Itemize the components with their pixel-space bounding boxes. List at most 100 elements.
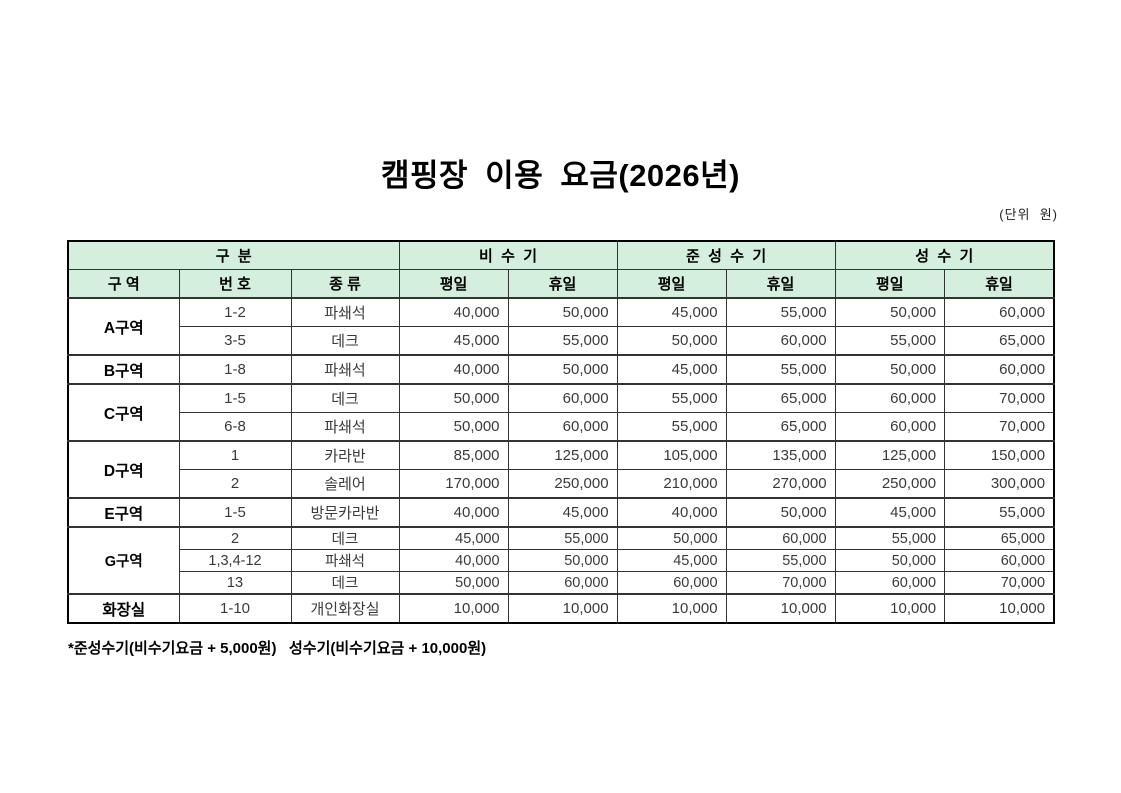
- price-cell: 55,000: [616, 412, 727, 442]
- price-cell: 10,000: [725, 593, 836, 624]
- site-no-cell: 1: [178, 440, 292, 470]
- col-header-weekday-semi: 평일: [616, 269, 727, 299]
- site-type-cell: 방문카라반: [290, 497, 400, 528]
- price-cell: 45,000: [616, 354, 727, 385]
- price-cell: 55,000: [725, 549, 836, 572]
- price-cell: 60,000: [834, 383, 946, 413]
- zone-cell-a: A구역: [67, 297, 180, 356]
- price-cell: 50,000: [834, 354, 946, 385]
- header-group-category: 구 분: [67, 240, 400, 270]
- price-cell: 150,000: [944, 440, 1055, 470]
- table-row: E구역 1-5 방문카라반 40,000 45,000 40,000 50,00…: [67, 497, 1055, 528]
- site-type-cell: 파쇄석: [290, 549, 400, 572]
- price-cell: 45,000: [398, 326, 509, 356]
- col-header-holiday-peak: 휴일: [944, 269, 1055, 299]
- price-cell: 60,000: [944, 297, 1055, 327]
- zone-cell-restroom: 화장실: [67, 593, 180, 624]
- price-cell: 85,000: [398, 440, 509, 470]
- site-no-cell: 2: [178, 526, 292, 550]
- site-no-cell: 1-5: [178, 383, 292, 413]
- col-header-zone: 구 역: [67, 269, 180, 299]
- site-type-cell: 데크: [290, 383, 400, 413]
- site-type-cell: 카라반: [290, 440, 400, 470]
- price-cell: 10,000: [834, 593, 946, 624]
- price-cell: 250,000: [507, 469, 618, 499]
- footnote: *준성수기(비수기요금 + 5,000원) 성수기(비수기요금 + 10,000…: [68, 640, 487, 657]
- price-cell: 50,000: [507, 354, 618, 385]
- site-type-cell: 파쇄석: [290, 412, 400, 442]
- price-cell: 45,000: [834, 497, 946, 528]
- site-no-cell: 1-5: [178, 497, 292, 528]
- page-title: 캠핑장 이용 요금(2026년): [381, 158, 740, 193]
- header-group-offseason: 비 수 기: [398, 240, 618, 270]
- col-header-number: 번 호: [178, 269, 292, 299]
- price-cell: 300,000: [944, 469, 1055, 499]
- header-group-row: 구 분 비 수 기 준 성 수 기 성 수 기: [67, 240, 1055, 270]
- table-row: 화장실 1-10 개인화장실 10,000 10,000 10,000 10,0…: [67, 593, 1055, 624]
- price-cell: 70,000: [944, 412, 1055, 442]
- table-row: G구역 2 데크 45,000 55,000 50,000 60,000 55,…: [67, 526, 1055, 595]
- table-row: 6-8 파쇄석 50,000 60,000 55,000 65,000 60,0…: [68, 412, 1055, 442]
- price-cell: 60,000: [834, 571, 946, 595]
- price-cell: 50,000: [616, 326, 727, 356]
- zone-cell-g: G구역: [67, 526, 180, 595]
- price-cell: 60,000: [507, 383, 618, 413]
- price-cell: 70,000: [725, 571, 836, 595]
- table-row: 2 솔레어 170,000 250,000 210,000 270,000 25…: [68, 469, 1055, 499]
- price-cell: 65,000: [944, 326, 1055, 356]
- header-group-semipeak: 준 성 수 기: [616, 240, 836, 270]
- zone-cell-e: E구역: [67, 497, 180, 528]
- site-no-cell: 3-5: [178, 326, 292, 356]
- site-no-cell: 1-10: [178, 593, 292, 624]
- price-cell: 60,000: [834, 412, 946, 442]
- col-header-weekday-peak: 평일: [834, 269, 946, 299]
- price-cell: 50,000: [507, 549, 618, 572]
- price-cell: 40,000: [398, 497, 509, 528]
- price-cell: 270,000: [725, 469, 836, 499]
- price-cell: 65,000: [944, 526, 1055, 550]
- price-cell: 40,000: [616, 497, 727, 528]
- price-cell: 45,000: [616, 297, 727, 327]
- price-cell: 10,000: [507, 593, 618, 624]
- price-cell: 55,000: [834, 526, 946, 550]
- price-cell: 60,000: [507, 412, 618, 442]
- price-cell: 250,000: [834, 469, 946, 499]
- table-row: 3-5 데크 45,000 55,000 50,000 60,000 55,00…: [68, 326, 1055, 356]
- price-cell: 55,000: [507, 526, 618, 550]
- price-cell: 55,000: [834, 326, 946, 356]
- col-header-type: 종 류: [290, 269, 400, 299]
- price-cell: 60,000: [725, 526, 836, 550]
- header-column-row: 구 역 번 호 종 류 평일 휴일 평일 휴일 평일 휴일: [67, 269, 1055, 299]
- site-type-cell: 데크: [290, 571, 400, 595]
- price-cell: 70,000: [944, 571, 1055, 595]
- col-header-weekday-off: 평일: [398, 269, 509, 299]
- col-header-holiday-off: 휴일: [507, 269, 618, 299]
- price-cell: 55,000: [507, 326, 618, 356]
- price-cell: 125,000: [834, 440, 946, 470]
- price-cell: 125,000: [507, 440, 618, 470]
- price-cell: 10,000: [616, 593, 727, 624]
- site-no-cell: 1-2: [178, 297, 292, 327]
- site-no-cell: 1,3,4-12: [178, 549, 292, 572]
- site-no-cell: 1-8: [178, 354, 292, 385]
- price-cell: 55,000: [616, 383, 727, 413]
- price-cell: 50,000: [834, 549, 946, 572]
- price-cell: 170,000: [398, 469, 509, 499]
- price-cell: 105,000: [616, 440, 727, 470]
- price-cell: 70,000: [944, 383, 1055, 413]
- price-cell: 55,000: [725, 297, 836, 327]
- price-cell: 10,000: [398, 593, 509, 624]
- zone-cell-d: D구역: [67, 440, 180, 499]
- site-no-cell: 6-8: [178, 412, 292, 442]
- price-cell: 65,000: [725, 383, 836, 413]
- site-type-cell: 데크: [290, 526, 400, 550]
- price-cell: 50,000: [725, 497, 836, 528]
- price-cell: 55,000: [944, 497, 1055, 528]
- table-row: 13 데크 50,000 60,000 60,000 70,000 60,000…: [68, 571, 1055, 595]
- price-cell: 50,000: [834, 297, 946, 327]
- price-cell: 50,000: [398, 383, 509, 413]
- site-no-cell: 2: [178, 469, 292, 499]
- fee-table: 구 분 비 수 기 준 성 수 기 성 수 기 구 역 번 호 종 류 평일 휴…: [67, 240, 1056, 624]
- price-cell: 60,000: [725, 326, 836, 356]
